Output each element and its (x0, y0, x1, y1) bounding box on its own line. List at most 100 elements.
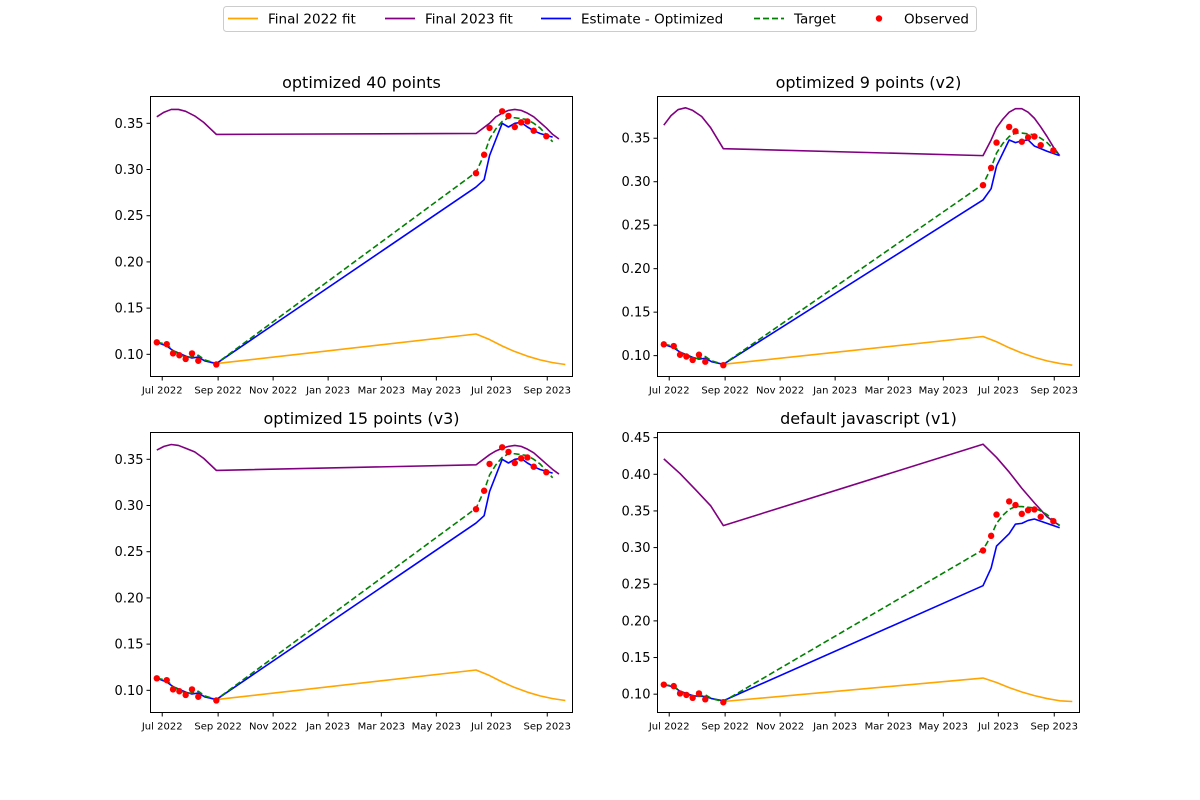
legend-label-observed: Observed (904, 12, 969, 28)
observed-point (182, 355, 189, 363)
observed-point (683, 353, 690, 360)
observed-point (213, 361, 220, 368)
x-tick-label: May 2023 (412, 386, 461, 397)
observed-point (480, 151, 488, 158)
series-line-target (156, 452, 554, 701)
observed-point (511, 123, 518, 131)
observed-point (1031, 133, 1038, 140)
x-tick-label: Nov 2022 (249, 722, 297, 733)
y-tick-label: 0.30 (115, 499, 144, 514)
observed-point (543, 133, 550, 140)
series-line-final-2022-fit (216, 669, 566, 702)
x-tick-label: Nov 2022 (756, 722, 804, 733)
x-tick-label: Jul 2022 (141, 386, 183, 397)
legend-label-estimate-optimized: Estimate - Optimized (581, 12, 723, 28)
axes-frame (150, 432, 573, 713)
observed-point (1031, 506, 1038, 513)
observed-point (689, 356, 696, 364)
y-tick-label: 0.35 (115, 117, 144, 132)
series-line-final-2023-fit (663, 443, 1061, 527)
observed-point (505, 112, 512, 120)
y-tick-label: 0.30 (622, 175, 651, 190)
observed-point (676, 351, 684, 358)
x-tick-label: Sep 2022 (194, 386, 241, 397)
legend-label-target: Target (793, 12, 836, 28)
x-tick-label: Mar 2023 (358, 386, 406, 397)
x-tick-label: Jul 2022 (648, 386, 690, 397)
observed-point (188, 686, 196, 693)
observed-point (176, 688, 183, 695)
y-tick-label: 0.10 (622, 349, 651, 364)
series-line-estimate-optimized (156, 121, 553, 365)
observed-point (702, 696, 709, 703)
observed-point (524, 118, 531, 125)
observed-point (153, 675, 161, 682)
observed-point (517, 119, 525, 126)
observed-point (195, 357, 202, 364)
observed-point (543, 469, 550, 476)
observed-point (517, 455, 525, 462)
y-tick-label: 0.20 (622, 262, 651, 277)
series-line-target (663, 505, 1061, 703)
observed-point (670, 682, 677, 690)
legend-label-final-2023-fit: Final 2023 fit (425, 12, 513, 28)
observed-point (524, 454, 531, 461)
x-tick-label: Sep 2023 (1031, 722, 1078, 733)
subplot-title: optimized 9 points (v2) (776, 73, 962, 92)
axes-frame (150, 96, 573, 377)
subplot-title: optimized 15 points (v3) (264, 409, 460, 428)
observed-point (689, 694, 696, 702)
observed-point (213, 697, 220, 704)
legend: Final 2022 fit Final 2023 fit Estimate -… (223, 6, 977, 32)
y-tick-label: 0.30 (622, 541, 651, 556)
observed-point (993, 511, 1000, 518)
y-tick-label: 0.20 (115, 591, 144, 606)
observed-point (670, 342, 677, 350)
observed-point (498, 444, 506, 451)
observed-point (530, 127, 537, 134)
x-tick-label: Jan 2023 (305, 722, 350, 733)
observed-point (163, 340, 170, 348)
x-tick-label: Sep 2023 (1031, 386, 1078, 397)
y-tick-label: 0.35 (622, 504, 651, 519)
observed-point (720, 699, 727, 706)
y-tick-label: 0.15 (115, 638, 144, 653)
subplot-optimized-9-points-v2: optimized 9 points (v2) 0.10 0.15 0.20 0.25… (622, 73, 1080, 397)
observed-point (695, 351, 703, 358)
observed-point (1024, 134, 1032, 141)
observed-point (1012, 128, 1019, 135)
observed-point (1037, 513, 1044, 520)
subplot-title: optimized 40 points (282, 73, 441, 92)
x-tick-label: Jan 2023 (305, 386, 350, 397)
x-tick-label: Jul 2022 (648, 722, 690, 733)
x-tick-label: May 2023 (919, 386, 968, 397)
x-tick-label: Sep 2022 (701, 722, 748, 733)
series-line-final-2022-fit (216, 333, 566, 366)
observed-point (169, 686, 177, 693)
observed-point (987, 164, 995, 172)
series-line-estimate-optimized (663, 518, 1060, 702)
observed-point (979, 547, 987, 554)
y-tick-label: 0.20 (622, 614, 651, 629)
observed-point (480, 487, 488, 494)
x-tick-label: Jul 2023 (470, 722, 512, 733)
subplot-optimized-40-points: optimized 40 points 0.10 0.15 0.20 0.25 0.30… (115, 73, 573, 397)
x-tick-label: Nov 2022 (249, 386, 297, 397)
x-tick-label: Jan 2023 (812, 386, 857, 397)
y-tick-label: 0.25 (622, 219, 651, 234)
y-tick-label: 0.10 (115, 684, 144, 699)
y-tick-label: 0.20 (115, 255, 144, 270)
observed-point (979, 181, 987, 189)
observed-point (530, 463, 537, 470)
observed-point (176, 352, 183, 359)
x-tick-label: Jan 2023 (812, 722, 857, 733)
y-tick-label: 0.40 (622, 468, 651, 483)
y-tick-label: 0.10 (622, 688, 651, 703)
x-tick-label: Jul 2023 (977, 722, 1019, 733)
observed-point (1012, 501, 1019, 509)
axes-frame (657, 432, 1080, 713)
y-tick-label: 0.35 (622, 132, 651, 147)
series-line-final-2023-fit (156, 443, 560, 475)
series-line-target (156, 116, 554, 365)
